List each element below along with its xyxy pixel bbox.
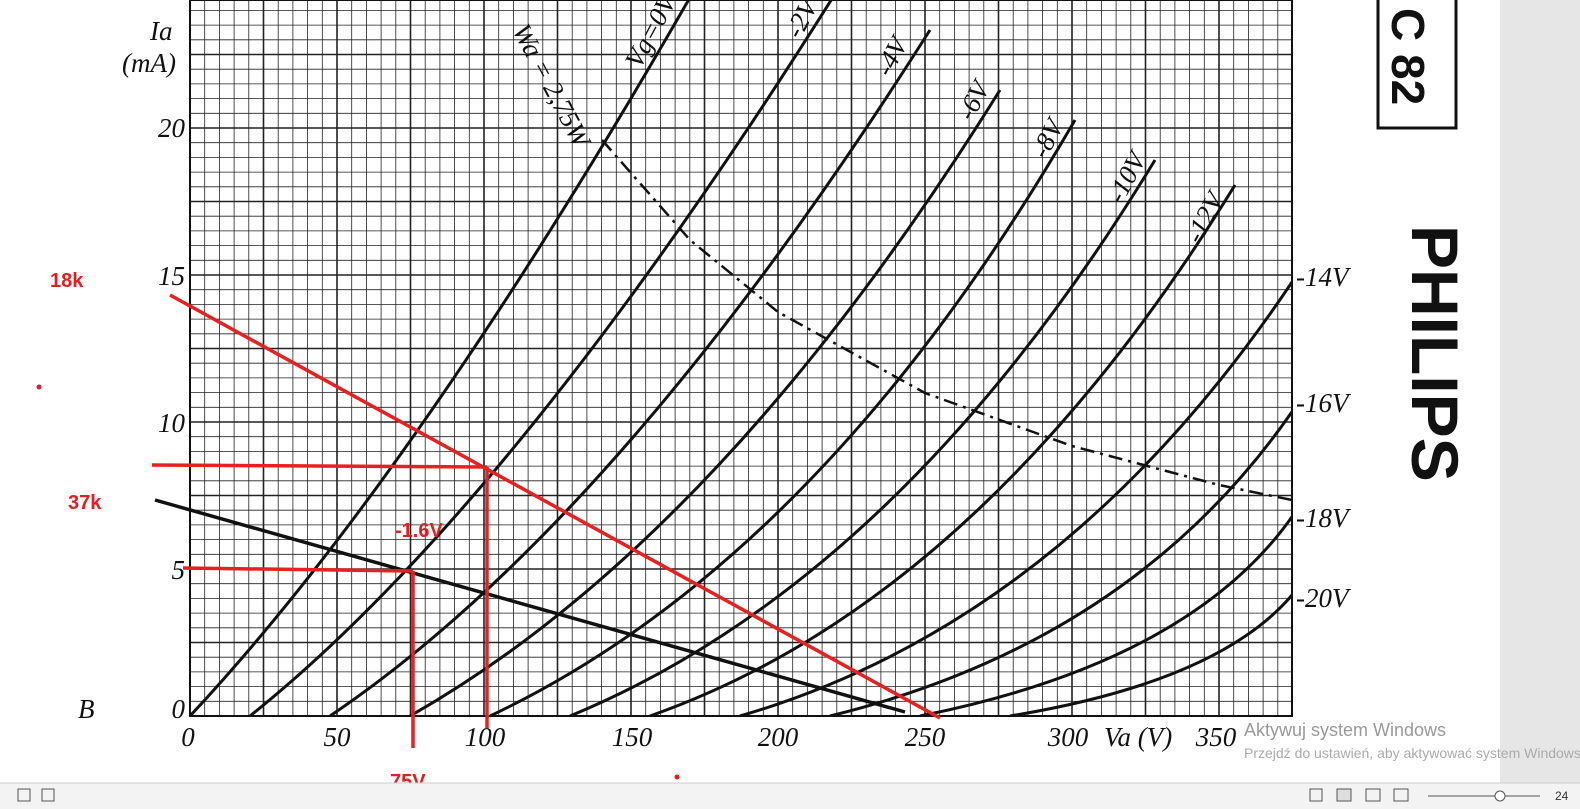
curve-label: Wa = 2,75W bbox=[507, 19, 598, 154]
curve-label: -8V bbox=[1025, 111, 1071, 163]
view-button[interactable] bbox=[1393, 788, 1409, 802]
curve bbox=[649, 184, 1237, 716]
x-tick: 250 bbox=[905, 722, 946, 752]
y-tick: 10 bbox=[158, 408, 186, 438]
curve bbox=[739, 279, 1292, 716]
status-icons bbox=[17, 788, 1540, 802]
y-tick: 5 bbox=[172, 555, 186, 585]
viewer-margin bbox=[1500, 0, 1580, 783]
type-box bbox=[1376, 0, 1458, 130]
plot-frame bbox=[189, 0, 1293, 717]
x-tick: 0 bbox=[181, 722, 195, 752]
icon[interactable] bbox=[41, 788, 55, 802]
curve bbox=[190, 0, 691, 716]
curve bbox=[829, 408, 1292, 716]
y-axis: Ia (mA) 20 15 10 5 0 B bbox=[78, 16, 186, 724]
x-axis: 0 50 100 150 200 250 300 Va (V) 350 bbox=[181, 722, 1237, 752]
y-axis-unit: (mA) bbox=[122, 48, 176, 78]
view-button[interactable] bbox=[1309, 788, 1323, 802]
status-bar bbox=[0, 783, 1580, 809]
annotations bbox=[151, 293, 941, 748]
curve-label: -20V bbox=[1296, 583, 1352, 613]
annotation: -1.6V bbox=[395, 520, 443, 542]
guide bbox=[182, 566, 414, 573]
brand: PHILIPS bbox=[1398, 225, 1472, 482]
zoom-thumb[interactable] bbox=[1494, 790, 1506, 802]
curve bbox=[919, 514, 1292, 716]
curve bbox=[489, 119, 1077, 716]
annotation: 18k bbox=[50, 270, 84, 292]
y-tick: 15 bbox=[158, 261, 185, 291]
load-line-37k bbox=[154, 498, 906, 714]
dissipation-curve bbox=[601, 139, 1292, 502]
x-tick: 350 bbox=[1195, 722, 1237, 752]
x-tick: 50 bbox=[324, 722, 352, 752]
x-tick: 200 bbox=[758, 722, 799, 752]
curve bbox=[409, 89, 1002, 716]
curve bbox=[569, 159, 1157, 716]
y-tick: 0 bbox=[172, 694, 186, 724]
curve-label: -14V bbox=[1296, 262, 1352, 292]
view-button[interactable] bbox=[1336, 788, 1352, 802]
x-tick: 300 bbox=[1047, 722, 1089, 752]
curve-label: -18V bbox=[1296, 503, 1352, 533]
y-tick: 20 bbox=[158, 113, 186, 143]
zoom-level: 24 bbox=[1555, 789, 1569, 803]
dot bbox=[36, 384, 42, 390]
curve-label: -6V bbox=[951, 73, 997, 125]
axis-note: B bbox=[78, 694, 95, 724]
tube-type: C 82 bbox=[1382, 8, 1434, 105]
y-axis-label: Ia bbox=[149, 16, 173, 46]
curve bbox=[249, 0, 833, 716]
view-button[interactable] bbox=[1365, 788, 1381, 802]
dot bbox=[674, 774, 680, 780]
watermark-text: Przejdź do ustawień, aby aktywować syste… bbox=[1244, 745, 1580, 761]
icon[interactable] bbox=[17, 788, 31, 802]
load-line-18k bbox=[169, 293, 941, 720]
grid bbox=[189, 0, 1292, 717]
annotation: 37k bbox=[68, 492, 102, 514]
curve bbox=[1009, 592, 1292, 716]
curve-label: -16V bbox=[1296, 388, 1352, 418]
x-tick: 100 bbox=[465, 722, 506, 752]
x-tick: 150 bbox=[612, 722, 653, 752]
x-axis-label: Va (V) bbox=[1104, 722, 1172, 752]
guide bbox=[151, 463, 488, 469]
curves bbox=[190, 0, 1292, 716]
curve-label: -4V bbox=[869, 29, 915, 81]
watermark-title: Aktywuj system Windows bbox=[1244, 720, 1446, 740]
